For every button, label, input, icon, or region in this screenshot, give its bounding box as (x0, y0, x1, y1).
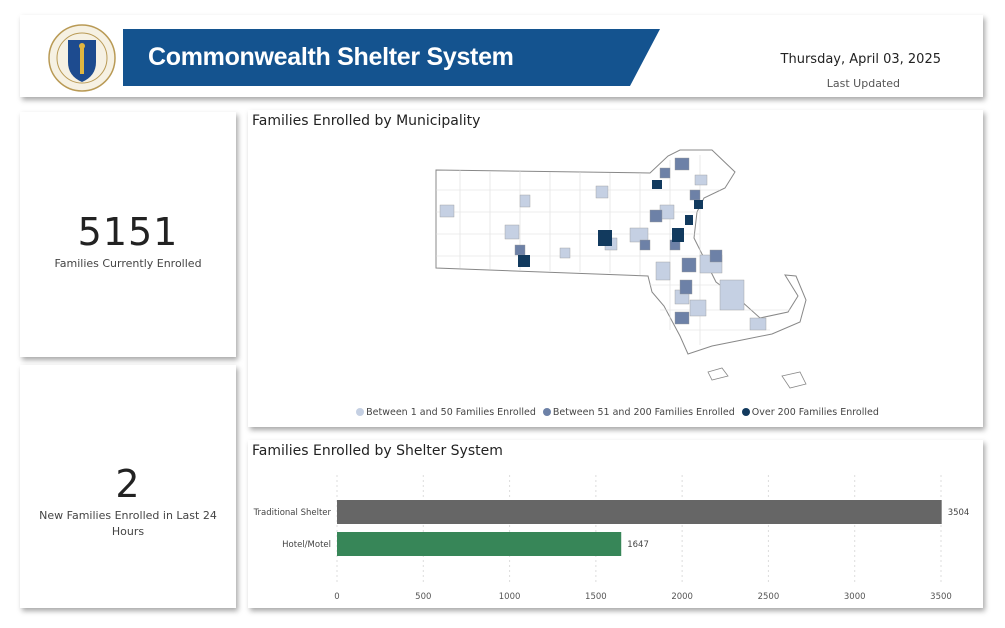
map-legend: Between 1 and 50 Families Enrolled Betwe… (248, 407, 983, 418)
legend-dot-icon (741, 408, 750, 416)
massachusetts-seal-logo (48, 24, 116, 92)
x-tick-label: 1500 (585, 592, 607, 602)
legend-item-mid: Between 51 and 200 Families Enrolled (539, 407, 735, 418)
new-families-card: 2 New Families Enrolled in Last 24 Hours (20, 365, 236, 608)
kpi-label: New Families Enrolled in Last 24 Hours (39, 509, 217, 538)
municipality-low (439, 174, 767, 331)
last-updated-label: Last Updated (826, 77, 900, 90)
bar-chart: 0 500 1000 1500 2000 2500 3000 3500 Traditional … (253, 475, 970, 602)
page-title: Commonwealth Shelter System (148, 43, 514, 71)
report-date: Thursday, April 03, 2025 (780, 52, 941, 67)
x-tick-label: 3500 (930, 592, 952, 602)
massachusetts-map[interactable] (248, 110, 983, 400)
families-enrolled-card: 5151 Families Currently Enrolled (20, 112, 236, 357)
kpi-label: Families Currently Enrolled (54, 257, 202, 270)
municipality-map-card: Families Enrolled by Municipality (248, 110, 983, 427)
x-tick-label: 2000 (671, 592, 693, 602)
title-banner (123, 29, 660, 86)
x-tick-label: 1000 (499, 592, 521, 602)
kpi-value: 2 (115, 462, 141, 506)
header: Commonwealth Shelter System Thursday, Ap… (20, 15, 983, 97)
shelter-system-chart-card: Families Enrolled by Shelter System 0 500… (248, 440, 983, 608)
kpi-value: 5151 (77, 210, 179, 254)
x-tick-label: 2500 (758, 592, 780, 602)
islands (707, 367, 807, 389)
bar-traditional-shelter (337, 500, 942, 524)
x-tick-label: 3000 (844, 592, 866, 602)
data-label: 3504 (948, 508, 970, 518)
x-tick-label: 500 (415, 592, 431, 602)
data-label: 1647 (627, 540, 649, 550)
legend-dot-icon (542, 408, 551, 416)
map-title: Families Enrolled by Municipality (252, 113, 481, 129)
legend-item-high: Over 200 Families Enrolled (738, 407, 879, 418)
bar-hotel-motel (337, 532, 622, 556)
legend-dot-icon (356, 408, 365, 416)
chart-title: Families Enrolled by Shelter System (252, 443, 503, 459)
municipality-mid (514, 157, 723, 325)
x-tick-label: 0 (334, 592, 339, 602)
category-label: Traditional Shelter (253, 508, 332, 518)
legend-item-low: Between 1 and 50 Families Enrolled (352, 407, 536, 418)
municipality-high (518, 180, 703, 267)
category-label: Hotel/Motel (282, 540, 331, 550)
